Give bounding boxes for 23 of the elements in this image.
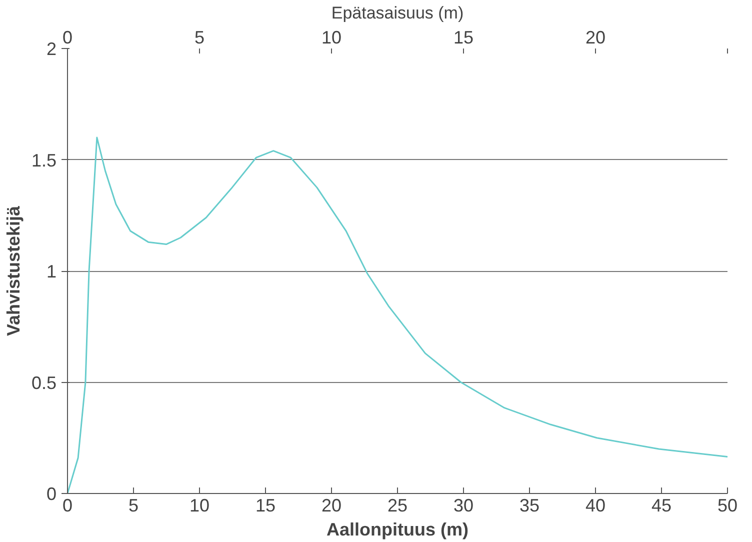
x-tick-label: 0 xyxy=(62,496,73,516)
x2-tick-label: 20 xyxy=(585,28,606,48)
y-axis-title: Vahvistustekijä xyxy=(3,204,24,336)
y-tick-label: 1 xyxy=(46,262,57,282)
x2-tick-label: 0 xyxy=(62,28,73,48)
x2-axis-title: Epätasaisuus (m) xyxy=(331,4,464,22)
y-tick-label: 2 xyxy=(46,39,57,59)
y-tick-label: 0.5 xyxy=(31,372,57,393)
x-tick-label: 10 xyxy=(189,496,210,516)
x-tick-label: 25 xyxy=(387,496,408,516)
x-tick-label: 45 xyxy=(651,496,672,516)
x-tick-label: 35 xyxy=(519,496,540,516)
x-tick-label: 15 xyxy=(255,496,276,516)
x2-tick-label: 10 xyxy=(321,28,342,48)
x-tick-label: 20 xyxy=(321,496,342,516)
y-tick-label: 1.5 xyxy=(31,150,57,170)
x2-tick-label: 5 xyxy=(194,28,205,48)
x-tick-label: 5 xyxy=(128,496,139,516)
x2-tick-label: 15 xyxy=(453,28,474,48)
x-axis-title: Aallonpituus (m) xyxy=(326,520,469,540)
x-tick-label: 50 xyxy=(717,496,738,516)
x-tick-label: 30 xyxy=(453,496,474,516)
x-tick-label: 40 xyxy=(585,496,606,516)
